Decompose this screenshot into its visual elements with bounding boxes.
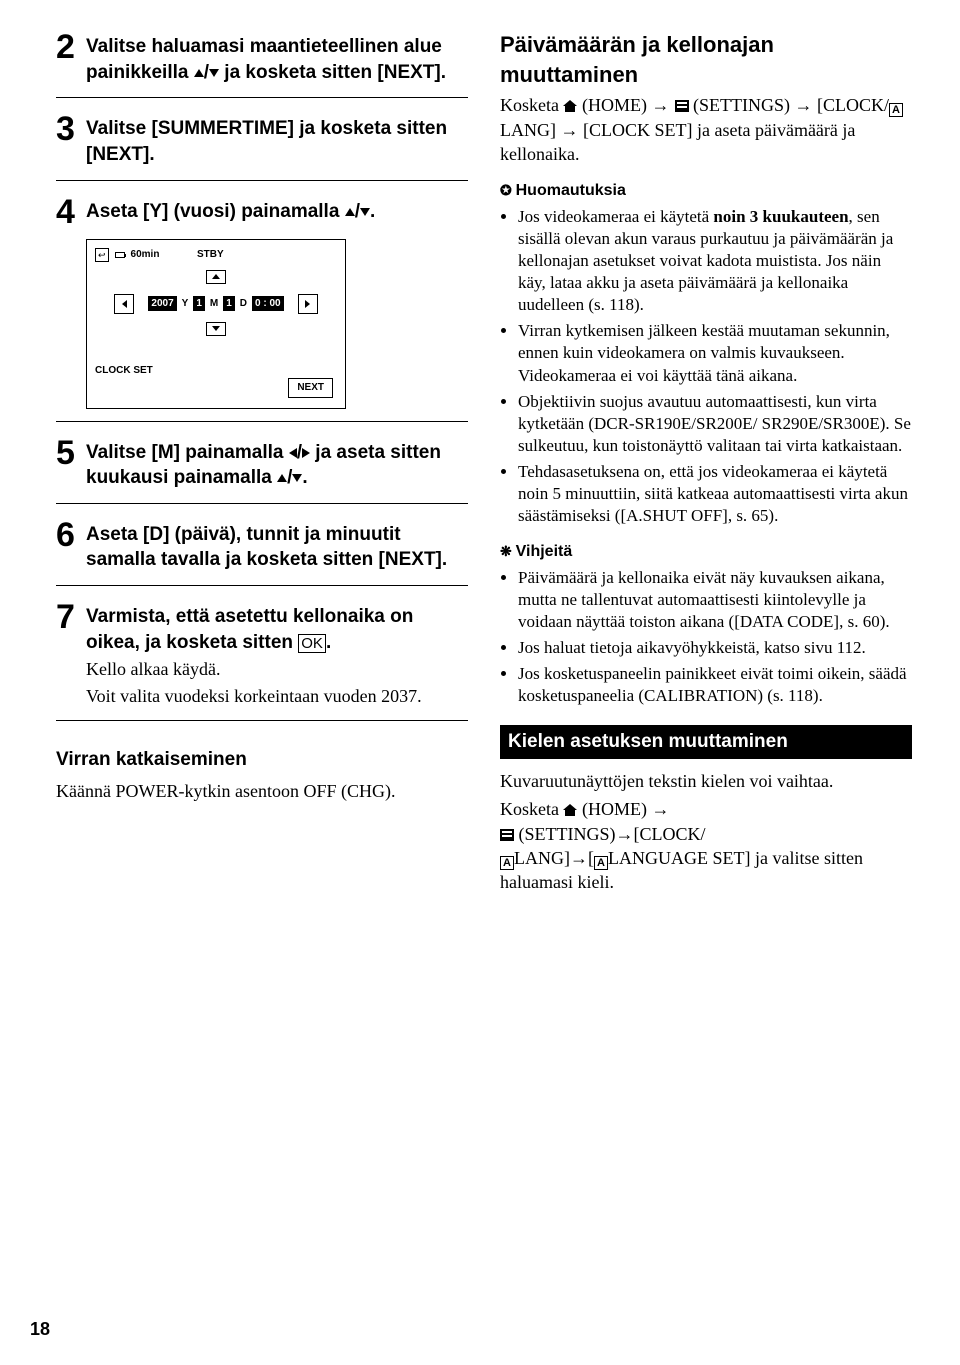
step-title: Varmista, että asetettu kellonaika on oi… (86, 606, 413, 653)
step-5: 5 Valitse [M] painamalla / ja aseta sitt… (56, 436, 468, 491)
settings-icon (500, 829, 514, 841)
divider (56, 180, 468, 181)
notes-list: Jos videokameraa ei käytetä noin 3 kuuka… (500, 206, 912, 527)
language-instructions: Kosketa (HOME) → (SETTINGS)→[CLOCK/ ALAN… (500, 797, 912, 894)
step-number: 2 (56, 30, 86, 85)
step-para: Voit valita vuodeksi korkeintaan vuoden … (86, 684, 468, 708)
step-4: 4 Aseta [Y] (vuosi) painamalla /. (56, 195, 468, 229)
step-number: 4 (56, 195, 86, 229)
ok-label: OK (298, 634, 326, 653)
divider (56, 720, 468, 721)
left-column: 2 Valitse haluamasi maantieteellinen alu… (56, 30, 468, 898)
lcd-dl: D (239, 297, 248, 311)
step-tail: . (326, 632, 331, 653)
home-icon (563, 804, 577, 816)
notes-heading: Huomautuksia (500, 180, 912, 202)
step-tail: ja kosketa sitten [NEXT]. (219, 62, 446, 83)
step-6: 6 Aseta [D] (päivä), tunnit ja minuutit … (56, 518, 468, 573)
note-item: Tehdasasetuksena on, että jos videokamer… (518, 461, 912, 527)
lcd-time: 0 : 00 (252, 296, 284, 312)
divider (56, 97, 468, 98)
a-icon: A (500, 856, 514, 870)
battery-icon (115, 252, 125, 258)
language-setting-bar: Kielen asetuksen muuttaminen (500, 725, 912, 759)
lcd-day: 1 (223, 296, 235, 312)
lcd-next-button[interactable]: NEXT (288, 378, 333, 398)
step-tail2: . (302, 467, 307, 488)
step-number: 3 (56, 112, 86, 167)
note-item: Objektiivin suojus avautuu automaattises… (518, 391, 912, 457)
page-number: 18 (30, 1317, 50, 1341)
down-button[interactable] (206, 322, 226, 336)
lcd-month: 1 (193, 296, 205, 312)
note-item: Jos videokameraa ei käytetä noin 3 kuuka… (518, 206, 912, 316)
up-button[interactable] (206, 270, 226, 284)
lcd-min: 60min (131, 248, 160, 262)
step-number: 7 (56, 600, 86, 708)
divider (56, 585, 468, 586)
divider (56, 503, 468, 504)
step-2: 2 Valitse haluamasi maantieteellinen alu… (56, 30, 468, 85)
return-icon: ↩ (95, 248, 109, 262)
lcd-screen: ↩ 60min STBY 2007 Y 1 M 1 D 0 : 00 CLOCK… (86, 239, 346, 409)
step-number: 6 (56, 518, 86, 573)
left-button[interactable] (114, 294, 134, 314)
step-title: Valitse [M] painamalla (86, 442, 289, 463)
right-button[interactable] (298, 294, 318, 314)
tip-item: Jos kosketuspaneelin painikkeet eivät to… (518, 663, 912, 707)
step-7: 7 Varmista, että asetettu kellonaika on … (56, 600, 468, 708)
date-change-heading: Päivämäärän ja kellonajan muuttaminen (500, 30, 912, 89)
lcd-clockset: CLOCK SET (95, 364, 153, 378)
divider (56, 421, 468, 422)
lcd-stby: STBY (197, 248, 224, 262)
step-title: Aseta [Y] (vuosi) painamalla (86, 201, 345, 222)
step-3: 3 Valitse [SUMMERTIME] ja kosketa sitten… (56, 112, 468, 167)
lcd-y: Y (181, 297, 190, 311)
a-icon: A (889, 103, 903, 117)
tips-list: Päivämäärä ja kellonaika eivät näy kuvau… (500, 567, 912, 708)
step-number: 5 (56, 436, 86, 491)
tip-item: Päivämäärä ja kellonaika eivät näy kuvau… (518, 567, 912, 633)
tips-heading: Vihjeitä (500, 541, 912, 563)
note-item: Virran kytkemisen jälkeen kestää muutama… (518, 320, 912, 386)
power-off-text: Käännä POWER-kytkin asentoon OFF (CHG). (56, 779, 468, 803)
home-icon (563, 100, 577, 112)
step-title: Valitse [SUMMERTIME] ja kosketa sitten [… (86, 118, 447, 165)
settings-icon (675, 100, 689, 112)
a-icon: A (594, 856, 608, 870)
language-text: Kuvaruutunäyttöjen tekstin kielen voi va… (500, 769, 912, 793)
lcd-year: 2007 (148, 296, 176, 312)
tip-item: Jos haluat tietoja aikavyöhykkeistä, kat… (518, 637, 912, 659)
step-title: Aseta [D] (päivä), tunnit ja minuutit sa… (86, 524, 447, 571)
power-off-heading: Virran katkaiseminen (56, 747, 468, 773)
right-column: Päivämäärän ja kellonajan muuttaminen Ko… (500, 30, 912, 898)
lcd-ml: M (209, 297, 219, 311)
date-change-text: Kosketa (HOME) → (SETTINGS) → [CLOCK/ALA… (500, 93, 912, 166)
step-para: Kello alkaa käydä. (86, 657, 468, 681)
step-tail: . (370, 201, 375, 222)
